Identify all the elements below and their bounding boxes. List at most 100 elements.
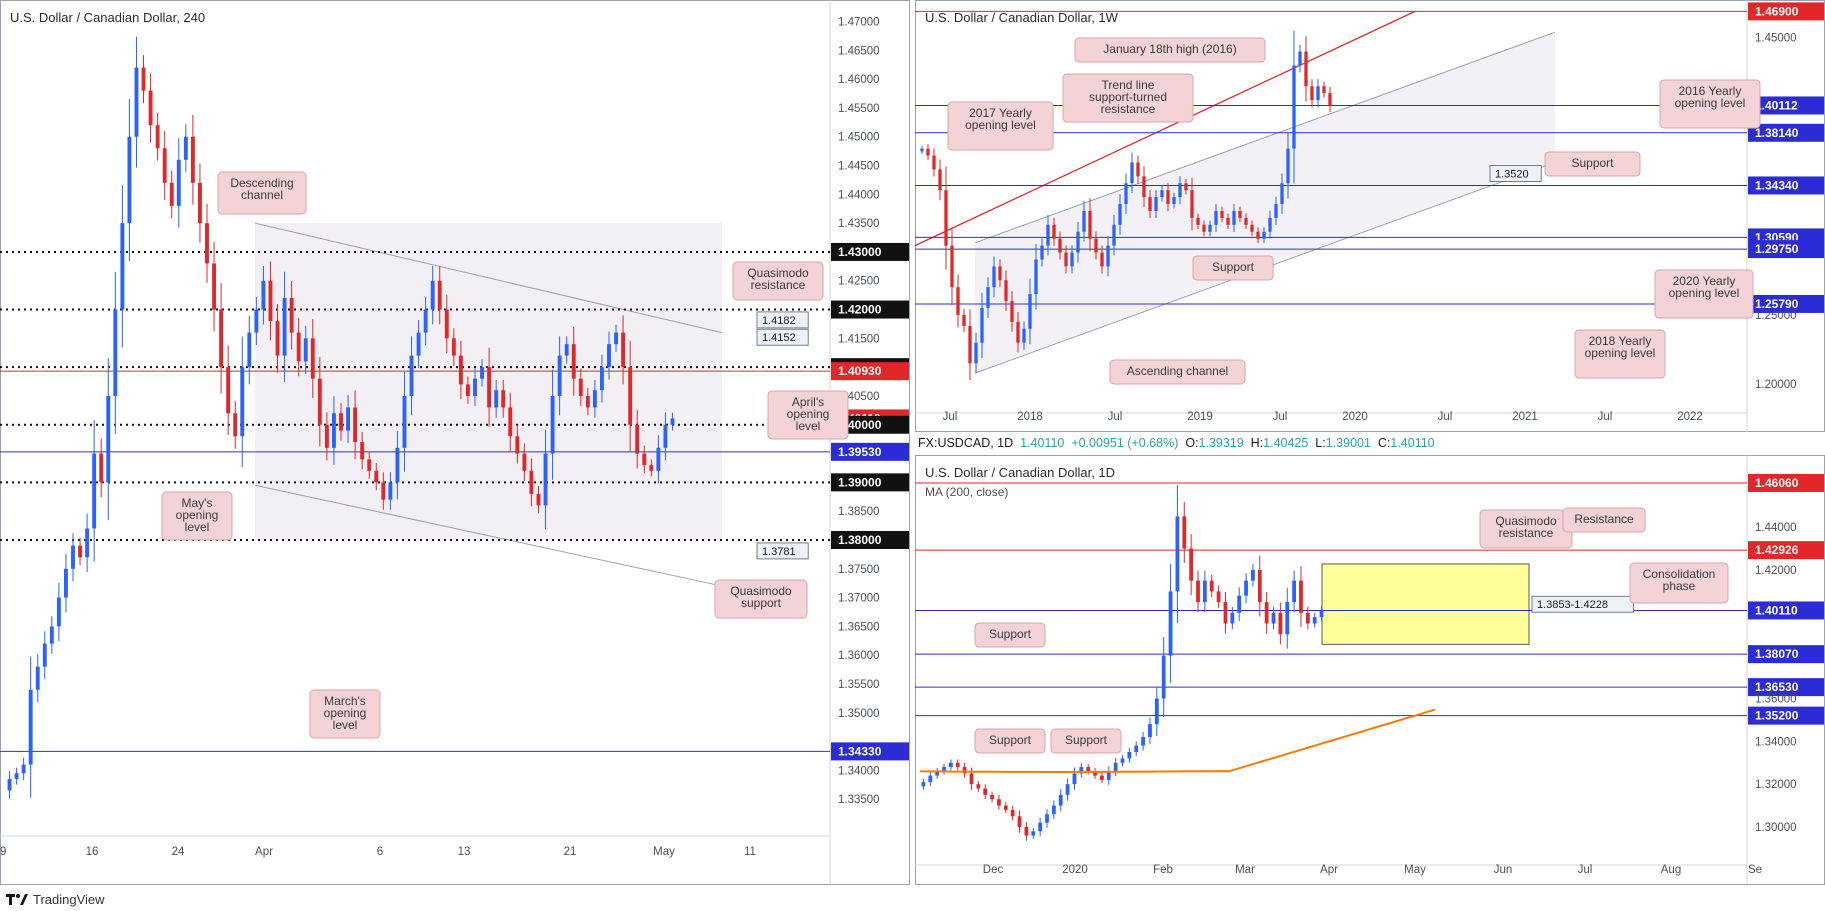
price-tag-bg	[1748, 706, 1824, 725]
candle-body	[1136, 162, 1140, 177]
x-tick-label: Jul	[1438, 411, 1453, 423]
candle-body	[1304, 51, 1308, 87]
chart-panel-240[interactable]: 1.430001.420001.410001.409301.401101.400…	[0, 0, 910, 885]
candle-body	[169, 182, 174, 206]
x-tick-label: Jul	[943, 411, 958, 423]
candle-body	[1017, 816, 1022, 828]
ohlc-bar: FX:USDCAD, 1D 1.40110 +0.00951 (+0.68%) …	[918, 436, 1435, 450]
annotation-line: Support	[989, 733, 1032, 747]
price-tag-label: 1.35200	[1755, 709, 1799, 723]
price-tag-label: 1.38140	[1755, 126, 1799, 140]
annotation-callout	[217, 171, 307, 215]
ohlc-l-label: L:	[1315, 436, 1326, 450]
candle-body	[332, 413, 336, 448]
annotation-line: level	[333, 718, 358, 732]
candle-body	[92, 453, 97, 529]
candle-body	[550, 395, 555, 454]
ohlc-last: 1.40110	[1020, 436, 1065, 450]
annotation-callout	[974, 728, 1046, 754]
candle-body	[1038, 822, 1043, 832]
candle-body	[1076, 231, 1080, 253]
candle-body	[282, 298, 287, 356]
candle-body	[1118, 204, 1122, 225]
price-tag-label: 1.39530	[838, 445, 882, 459]
candle-body	[1100, 252, 1104, 267]
candle-body	[1058, 794, 1063, 806]
candle-body	[1168, 591, 1173, 656]
tradingview-logo-icon	[6, 894, 28, 905]
ascending-channel-shading	[975, 32, 1555, 374]
candle-body	[990, 794, 994, 800]
annotation-line: 2020 Yearly	[1673, 274, 1736, 288]
descending-channel-upper	[254, 222, 723, 334]
price-tag-bg	[831, 362, 909, 381]
x-tick-label: May	[653, 846, 675, 858]
price-tag-bg	[1748, 645, 1824, 664]
price-tag-bg	[1748, 2, 1824, 21]
candle-body	[1040, 245, 1044, 260]
annotation-line: Support	[1212, 260, 1255, 274]
candle-body	[183, 136, 188, 160]
candle-body	[268, 280, 273, 322]
candle-body	[968, 326, 972, 364]
candle-body	[935, 771, 940, 776]
annotation-line: opening level	[1669, 286, 1740, 300]
candle-body	[921, 782, 926, 787]
annotation-callout	[1109, 359, 1246, 385]
candle-body	[635, 424, 640, 454]
ohlc-c-label: C:	[1377, 436, 1391, 450]
price-tag-label: 1.25790	[1755, 297, 1799, 311]
annotation-line: 2018 Yearly	[1589, 334, 1652, 348]
candle-body	[395, 447, 400, 483]
annotation-line: support	[741, 596, 782, 610]
candle-body	[1262, 231, 1266, 239]
x-tick-label: Apr	[1320, 864, 1338, 876]
annotation-line: 2016 Yearly	[1679, 84, 1742, 98]
price-tag-bg	[831, 442, 909, 461]
candle-body	[1160, 190, 1164, 198]
x-tick-label: 19	[0, 846, 6, 858]
ohlc-h-label: H:	[1250, 436, 1264, 450]
chart-frame	[0, 0, 910, 885]
level-box	[756, 311, 809, 329]
price-tag-label: 1.46060	[1755, 476, 1799, 490]
annotation-text: Support	[989, 627, 1032, 641]
candle-body	[176, 159, 181, 206]
annotation-callout	[161, 491, 233, 541]
annotation-line: January 18th high (2016)	[1103, 42, 1236, 56]
y-tick-label: 1.38500	[838, 506, 880, 518]
candle-body	[296, 332, 301, 362]
candle-body	[656, 447, 661, 471]
candle-body	[303, 338, 308, 362]
chart-240[interactable]: 1.430001.420001.410001.409301.401101.400…	[0, 0, 910, 885]
x-tick-label: Apr	[255, 846, 273, 858]
candle-body	[423, 309, 428, 333]
price-tag-label: 1.42000	[838, 303, 882, 317]
candle-body	[198, 182, 202, 224]
chart-1d[interactable]: 1.46060 1.42926 1.40110 1.38070 1.36530 1.352…	[915, 455, 1825, 885]
candle-body	[614, 332, 618, 345]
chart-panel-1d[interactable]: 1.46060 1.42926 1.40110 1.38070 1.36530 1.352…	[915, 455, 1825, 885]
x-tick-label: Jul	[1273, 411, 1288, 423]
candle-body	[1088, 210, 1092, 239]
annotation-text: May's opening level	[176, 496, 219, 534]
x-tick-label: 2020	[1062, 864, 1088, 876]
candle-body	[564, 344, 569, 356]
annotation-text: 2020 Yearly opening level	[1669, 274, 1740, 300]
y-tick-label: 1.43500	[838, 218, 880, 230]
annotation-callout	[1192, 255, 1274, 281]
y-tick-label: 1.36500	[838, 621, 880, 633]
annotation-text: 2016 Yearly opening level	[1675, 84, 1746, 110]
x-tick-label: Jul	[1598, 411, 1613, 423]
chart-1w[interactable]: 1.469001.401121.381401.343401.305901.297…	[915, 0, 1825, 432]
candle-body	[1134, 745, 1139, 753]
chart-panel-1w[interactable]: 1.46900 1.40112 1.38140 1.34340 1.30590 1.297…	[915, 0, 1825, 432]
candle-body	[1271, 612, 1276, 624]
candle-body	[1202, 580, 1207, 603]
candle-body	[1286, 148, 1290, 184]
annotation-line: phase	[1663, 579, 1696, 593]
candle-body	[1280, 183, 1284, 205]
y-tick-label: 1.25000	[1755, 310, 1797, 322]
candle-body	[962, 314, 966, 326]
x-tick-label: Mar	[1235, 864, 1255, 876]
